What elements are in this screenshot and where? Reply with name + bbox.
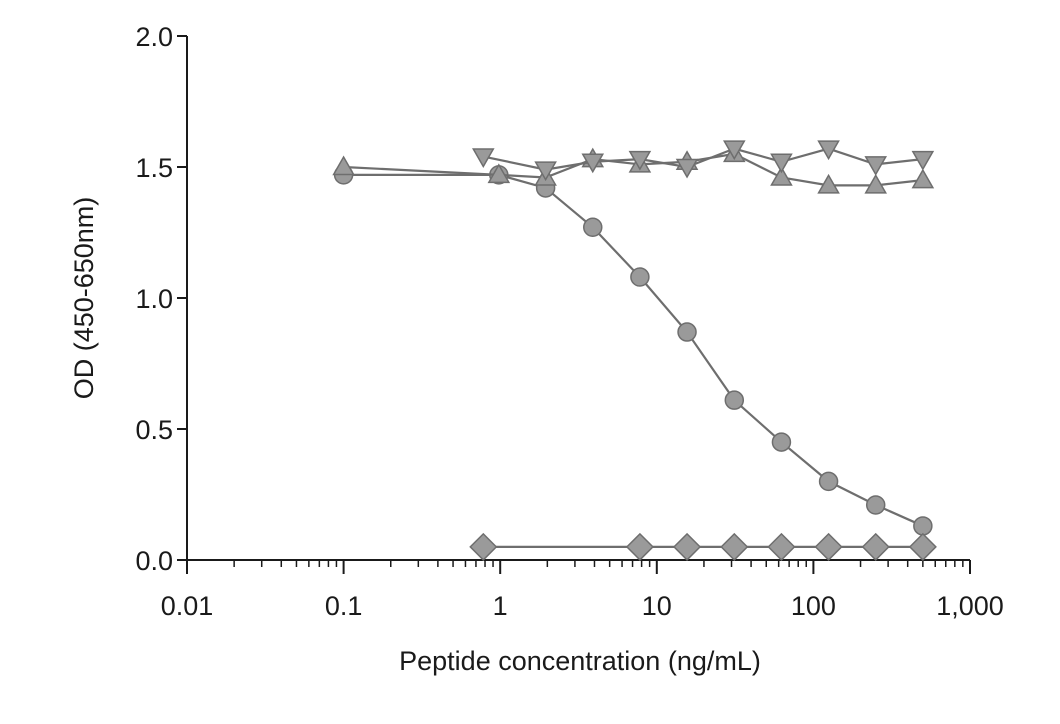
triangle-down-marker xyxy=(581,153,605,174)
x-tick-label: 100 xyxy=(791,591,836,621)
y-tick-label: 1.5 xyxy=(135,153,173,183)
x-tick-label: 0.01 xyxy=(161,591,214,621)
series-line-circle xyxy=(343,173,924,527)
circle-marker xyxy=(913,516,933,536)
triangle-down-marker xyxy=(817,140,840,161)
tick-labels: 0.0 0.5 1.0 1.5 2.0 0.01 0.1 1 10 100 1,000 xyxy=(135,22,1003,621)
diamond-marker xyxy=(767,532,796,561)
circle-marker xyxy=(677,322,697,342)
series-diamond xyxy=(469,532,937,561)
x-tick-label: 10 xyxy=(642,591,672,621)
diamond-marker xyxy=(861,532,890,561)
x-tick-label: 1 xyxy=(493,591,508,621)
x-tick-label: 1,000 xyxy=(936,591,1004,621)
series-circle xyxy=(333,165,933,536)
triangle-down-marker xyxy=(911,150,935,171)
triangle-down-marker xyxy=(675,158,699,179)
series-line-triangle-down xyxy=(483,147,923,171)
circle-marker xyxy=(865,495,886,515)
triangle-down-marker xyxy=(534,161,557,182)
diamond-marker xyxy=(672,532,702,561)
triangle-down-marker xyxy=(472,148,495,169)
y-axis-title: OD (450-650nm) xyxy=(69,197,99,400)
series-triangle-down xyxy=(472,140,935,182)
triangle-up-marker xyxy=(487,163,511,184)
circle-marker xyxy=(771,432,792,452)
circle-marker xyxy=(818,471,839,492)
circle-marker xyxy=(630,267,650,287)
triangle-down-marker xyxy=(864,156,888,176)
circle-marker xyxy=(583,217,603,238)
x-axis-title: Peptide concentration (ng/mL) xyxy=(399,646,761,676)
diamond-marker xyxy=(625,532,654,561)
x-tick-label: 0.1 xyxy=(325,591,363,621)
triangle-down-marker xyxy=(723,140,746,161)
y-tick-label: 0.5 xyxy=(135,415,173,445)
axes xyxy=(177,35,971,574)
y-tick-label: 1.0 xyxy=(135,284,173,314)
triangle-up-marker xyxy=(332,155,355,176)
triangle-down-marker xyxy=(770,153,793,174)
diamond-marker xyxy=(469,532,498,561)
triangle-up-marker xyxy=(864,173,888,194)
circle-marker xyxy=(724,390,745,410)
y-tick-label: 0.0 xyxy=(135,546,173,576)
series-layer xyxy=(332,140,937,561)
y-tick-label: 2.0 xyxy=(135,22,173,52)
diamond-marker xyxy=(814,532,843,561)
triangle-up-marker xyxy=(770,165,793,186)
triangle-down-marker xyxy=(628,150,652,171)
diamond-marker xyxy=(908,532,937,561)
triangle-up-marker xyxy=(817,173,840,194)
triangle-up-marker xyxy=(911,168,935,189)
diamond-marker xyxy=(720,532,749,561)
